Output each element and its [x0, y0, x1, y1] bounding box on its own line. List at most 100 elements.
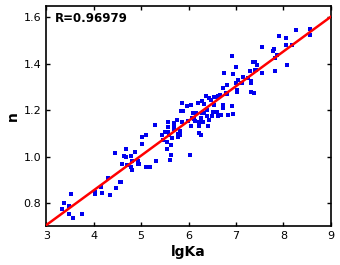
Point [129, 168, 135, 172]
Point [112, 151, 117, 155]
Point [123, 155, 128, 159]
Point [199, 132, 204, 137]
Point [172, 127, 177, 132]
Point [226, 113, 231, 118]
Point [61, 201, 67, 205]
Point [171, 121, 176, 125]
Point [213, 95, 219, 99]
Point [70, 215, 75, 220]
Point [117, 180, 122, 184]
Point [188, 103, 193, 107]
Point [186, 118, 191, 123]
Point [230, 112, 235, 117]
Point [217, 93, 223, 98]
Point [177, 129, 183, 133]
Point [253, 68, 258, 72]
Point [260, 45, 265, 50]
Point [67, 204, 72, 208]
Point [188, 124, 193, 129]
Point [229, 104, 235, 108]
Point [143, 133, 148, 137]
Point [92, 192, 98, 196]
Point [234, 88, 240, 92]
Point [225, 83, 230, 87]
Point [132, 150, 138, 154]
Point [289, 43, 294, 47]
Point [248, 90, 253, 94]
Point [211, 95, 216, 100]
Point [252, 60, 257, 65]
Point [307, 27, 313, 32]
Point [139, 142, 144, 146]
Point [181, 109, 186, 113]
Point [230, 72, 235, 76]
Point [197, 130, 202, 135]
Point [92, 190, 97, 195]
Point [193, 111, 199, 115]
Point [160, 132, 165, 137]
Point [215, 94, 221, 98]
Point [220, 106, 226, 110]
Point [175, 132, 181, 136]
Point [197, 120, 202, 124]
Point [168, 153, 173, 157]
Point [98, 185, 104, 189]
X-axis label: lgKa: lgKa [171, 245, 206, 259]
Point [118, 180, 123, 184]
Text: R=0.96979: R=0.96979 [55, 12, 128, 25]
Point [187, 153, 192, 157]
Point [218, 113, 224, 117]
Point [169, 136, 174, 140]
Point [164, 147, 170, 151]
Point [177, 129, 183, 133]
Point [205, 114, 210, 118]
Y-axis label: n: n [5, 111, 20, 121]
Point [171, 123, 177, 127]
Point [283, 36, 289, 40]
Point [177, 131, 182, 135]
Point [308, 33, 313, 37]
Point [178, 108, 183, 113]
Point [185, 104, 190, 109]
Point [254, 68, 259, 72]
Point [220, 103, 226, 107]
Point [121, 154, 127, 158]
Point [254, 63, 260, 67]
Point [179, 120, 185, 124]
Point [165, 130, 171, 134]
Point [129, 165, 134, 169]
Point [199, 99, 204, 103]
Point [135, 162, 141, 166]
Point [136, 159, 141, 164]
Point [234, 81, 239, 85]
Point [251, 91, 256, 95]
Point [196, 100, 201, 105]
Point [164, 140, 169, 144]
Point [234, 90, 239, 94]
Point [202, 102, 207, 107]
Point [160, 138, 166, 142]
Point [100, 191, 105, 196]
Point [215, 114, 220, 118]
Point [223, 90, 229, 95]
Point [107, 193, 113, 197]
Point [220, 86, 225, 90]
Point [129, 159, 135, 164]
Point [283, 43, 288, 47]
Point [189, 116, 194, 120]
Point [136, 161, 142, 166]
Point [274, 53, 279, 57]
Point [240, 75, 245, 79]
Point [252, 60, 257, 64]
Point [143, 165, 149, 169]
Point [175, 135, 181, 139]
Point [233, 65, 238, 69]
Point [59, 207, 65, 211]
Point [199, 111, 204, 115]
Point [203, 94, 208, 98]
Point [251, 60, 256, 65]
Point [144, 133, 149, 138]
Point [205, 123, 211, 128]
Point [215, 110, 220, 114]
Point [113, 186, 118, 190]
